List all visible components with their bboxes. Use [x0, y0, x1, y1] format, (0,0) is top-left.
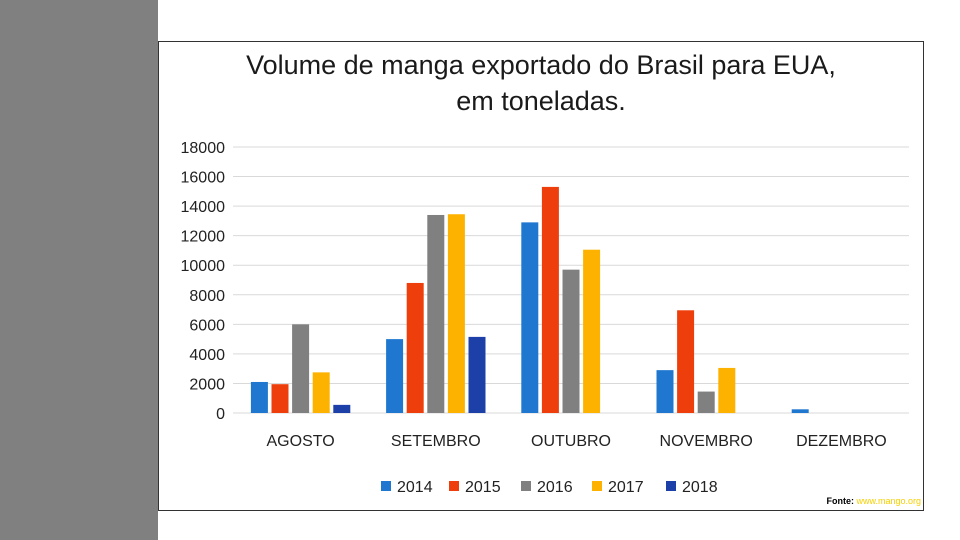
legend-swatch-2016	[521, 481, 531, 491]
legend-label-2015: 2015	[465, 479, 501, 496]
y-tick-label: 4000	[189, 347, 225, 364]
legend-swatch-2015	[449, 481, 459, 491]
bar-2018-setembro	[468, 336, 486, 413]
legend-swatch-2014	[381, 481, 391, 491]
y-tick-label: 10000	[181, 258, 226, 275]
category-label: SETEMBRO	[391, 433, 481, 450]
bar-2015-agosto	[271, 384, 289, 413]
source-label: Fonte:	[826, 496, 854, 506]
bar-2014-agosto	[250, 381, 268, 413]
bar-2017-outubro	[583, 249, 601, 413]
y-tick-label: 2000	[189, 376, 225, 393]
y-tick-label: 8000	[189, 288, 225, 305]
bar-2017-agosto	[312, 372, 330, 413]
bar-2015-setembro	[406, 282, 424, 413]
x-axis-categories: AGOSTO SETEMBRO OUTUBRO NOVEMBRO DEZEMBRO	[267, 433, 887, 450]
bar-2015-outubro	[541, 186, 559, 413]
source-note: Fonte: www.mango.org	[826, 496, 921, 506]
bar-2014-novembro	[656, 370, 674, 413]
legend: 2014 2015 2016 2017 2018	[381, 479, 718, 496]
legend-swatch-2018	[666, 481, 676, 491]
source-url[interactable]: www.mango.org	[856, 496, 921, 506]
category-label: AGOSTO	[267, 433, 335, 450]
y-axis-ticks: 0 2000 4000 6000 8000 10000 12000 14000 16000 180…	[181, 140, 226, 423]
legend-label-2016: 2016	[537, 479, 573, 496]
chart-title-line-2: em toneladas.	[456, 86, 626, 116]
bar-chart: Volume de manga exportado do Brasil para…	[181, 50, 909, 496]
y-tick-label: 0	[216, 406, 225, 423]
y-tick-label: 16000	[181, 170, 226, 187]
bar-2016-outubro	[562, 269, 580, 413]
bars	[250, 186, 809, 413]
legend-swatch-2017	[592, 481, 602, 491]
slide-side-band	[0, 0, 158, 540]
bar-2016-agosto	[292, 324, 310, 413]
legend-label-2018: 2018	[682, 479, 718, 496]
y-tick-label: 6000	[189, 317, 225, 334]
bar-2016-setembro	[427, 214, 445, 413]
chart-title-line-1: Volume de manga exportado do Brasil para…	[246, 50, 836, 80]
legend-label-2014: 2014	[397, 479, 433, 496]
chart-container: Volume de manga exportado do Brasil para…	[158, 41, 924, 511]
y-tick-label: 18000	[181, 140, 226, 157]
y-tick-label: 14000	[181, 199, 226, 216]
bar-2016-novembro	[697, 391, 715, 413]
bar-2017-novembro	[718, 367, 736, 413]
y-tick-label: 12000	[181, 229, 226, 246]
bar-2014-setembro	[386, 339, 404, 413]
category-label: NOVEMBRO	[660, 433, 753, 450]
bar-2017-setembro	[447, 214, 465, 413]
bar-2014-outubro	[521, 222, 539, 413]
category-label: OUTUBRO	[531, 433, 611, 450]
legend-label-2017: 2017	[608, 479, 644, 496]
bar-2015-novembro	[677, 310, 695, 413]
bar-2018-agosto	[333, 404, 351, 413]
bar-2014-dezembro	[791, 409, 809, 413]
category-label: DEZEMBRO	[796, 433, 887, 450]
